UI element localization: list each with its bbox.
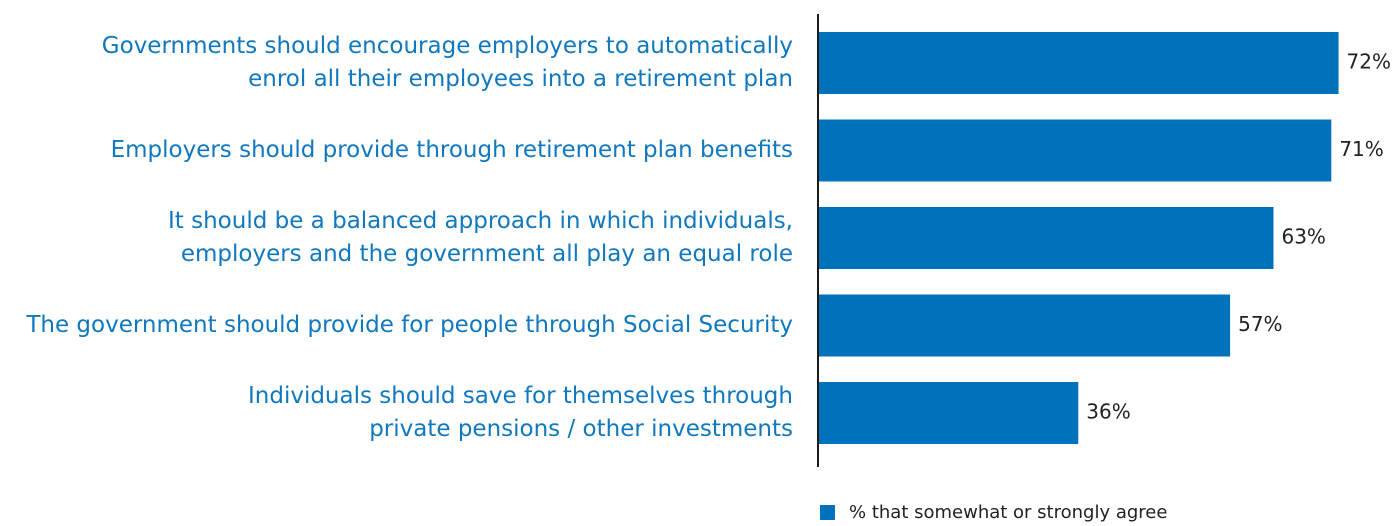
bar-1 [818, 119, 1332, 182]
value-label-3: 57% [1238, 312, 1282, 336]
legend-swatch [820, 505, 835, 520]
bar-4 [818, 382, 1079, 444]
category-labels-group: Governments should encourage employers t… [25, 33, 793, 442]
legend-label: % that somewhat or strongly agree [849, 502, 1167, 523]
value-label-4: 36% [1086, 400, 1130, 424]
bar-2 [818, 207, 1274, 269]
category-label-4-line-0: Individuals should save for themselves t… [248, 383, 793, 409]
category-label-0-line-0: Governments should encourage employers t… [102, 33, 793, 59]
category-label-4-line-1: private pensions / other investments [369, 416, 793, 442]
bar-0 [818, 32, 1339, 94]
value-label-2: 63% [1281, 225, 1325, 249]
legend: % that somewhat or strongly agree [820, 502, 1167, 523]
category-label-1-line-0: Employers should provide through retirem… [111, 137, 793, 163]
category-label-3-line-0: The government should provide for people… [25, 312, 793, 338]
value-labels-group: 72% 71% 63% 57% 36% [1086, 50, 1391, 424]
value-label-1: 71% [1339, 137, 1383, 161]
category-label-2-line-0: It should be a balanced approach in whic… [168, 208, 793, 234]
bar-3 [818, 294, 1231, 357]
bars-group [818, 32, 1339, 444]
category-label-2-line-1: employers and the government all play an… [181, 241, 793, 267]
value-label-0: 72% [1347, 50, 1391, 74]
category-label-0-line-1: enrol all their employees into a retirem… [248, 66, 793, 92]
